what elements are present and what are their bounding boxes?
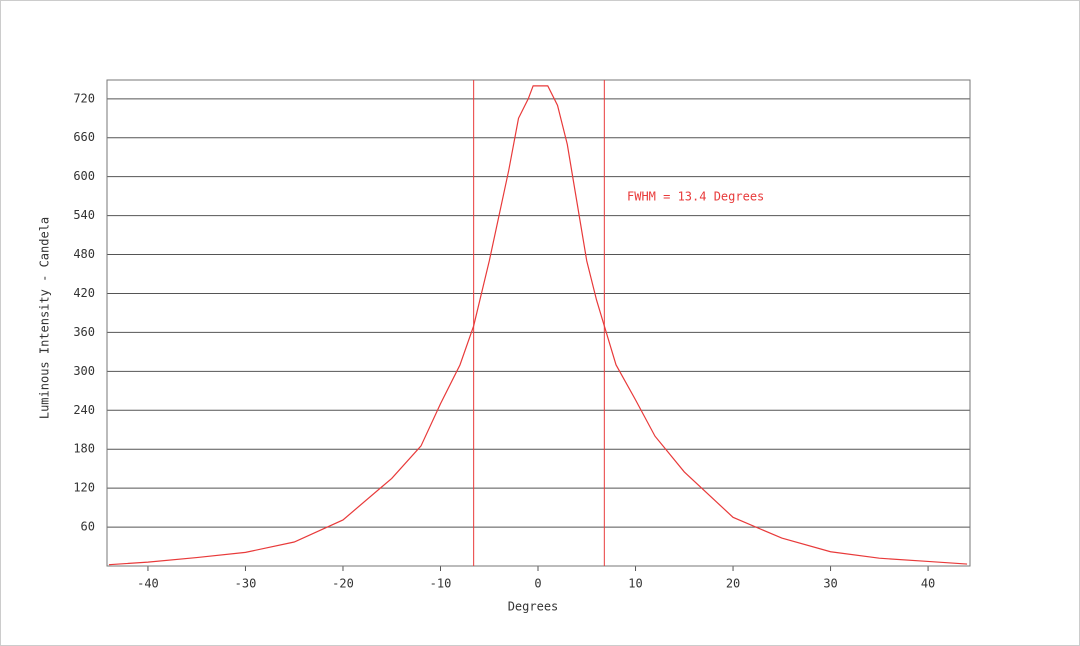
y-tick-label: 540 [73, 208, 95, 222]
x-axis-label: Degrees [508, 600, 559, 614]
x-tick-label: -40 [137, 577, 159, 591]
x-tick-label: 20 [726, 577, 740, 591]
y-tick-label: 420 [73, 286, 95, 300]
y-tick-label: 600 [73, 169, 95, 183]
y-tick-label: 480 [73, 247, 95, 261]
x-tick-label: 0 [534, 577, 541, 591]
x-tick-label: 40 [921, 577, 935, 591]
x-tick-label: -20 [332, 577, 354, 591]
x-tick-label: 30 [823, 577, 837, 591]
y-tick-label: 300 [73, 364, 95, 378]
y-tick-label: 120 [73, 481, 95, 495]
y-tick-label: 240 [73, 403, 95, 417]
y-tick-label: 720 [73, 91, 95, 105]
x-tick-label: 10 [628, 577, 642, 591]
y-tick-label: 360 [73, 325, 95, 339]
plot-border [106, 79, 971, 567]
annotation: FWHM = 13.4 Degrees [627, 190, 764, 204]
y-axis-label: Luminous Intensity - Candela [38, 217, 52, 419]
y-tick-label: 60 [81, 520, 95, 534]
x-tick-label: -10 [430, 577, 452, 591]
intensity-curve [108, 85, 968, 566]
y-tick-label: 180 [73, 442, 95, 456]
x-tick-label: -30 [235, 577, 257, 591]
y-tick-label: 660 [73, 130, 95, 144]
